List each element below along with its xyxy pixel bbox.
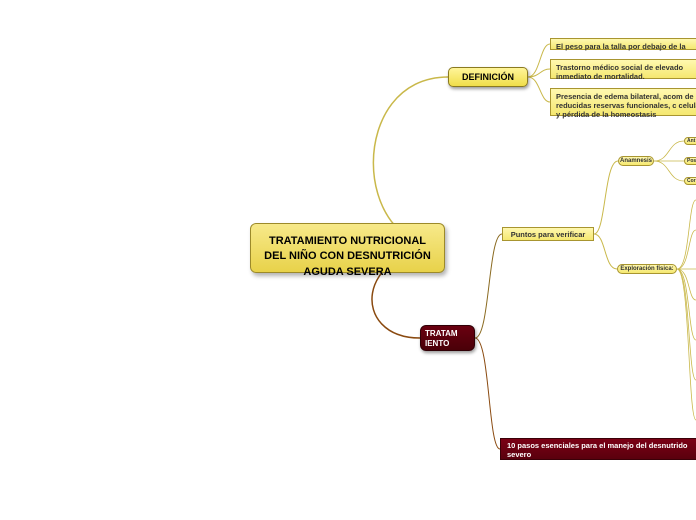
anamnesis-sub-3[interactable]: Cor xyxy=(684,177,696,185)
anamnesis-sub-2[interactable]: Pos xyxy=(684,157,696,165)
pasos-node[interactable]: 10 pasos esenciales para el manejo del d… xyxy=(500,438,696,460)
exploracion-node[interactable]: Exploración física: xyxy=(617,264,677,274)
definicion-item-1[interactable]: El peso para la talla por debajo de la xyxy=(550,38,696,50)
definicion-item-3[interactable]: Presencia de edema bilateral, acom de re… xyxy=(550,88,696,116)
anamnesis-node[interactable]: Anamnesis xyxy=(618,156,654,166)
definicion-node[interactable]: DEFINICIÓN xyxy=(448,67,528,87)
tratamiento-label: TRATAMIENTO xyxy=(425,329,458,348)
tratamiento-node[interactable]: TRATAMIENTO xyxy=(420,325,475,351)
definicion-item-2[interactable]: Trastorno médico social de elevado inmed… xyxy=(550,59,696,79)
root-node[interactable]: TRATAMIENTO NUTRICIONAL DEL NIÑO CON DES… xyxy=(250,223,445,273)
puntos-node[interactable]: Puntos para verificar xyxy=(502,227,594,241)
anamnesis-sub-1[interactable]: Ant xyxy=(684,137,696,145)
